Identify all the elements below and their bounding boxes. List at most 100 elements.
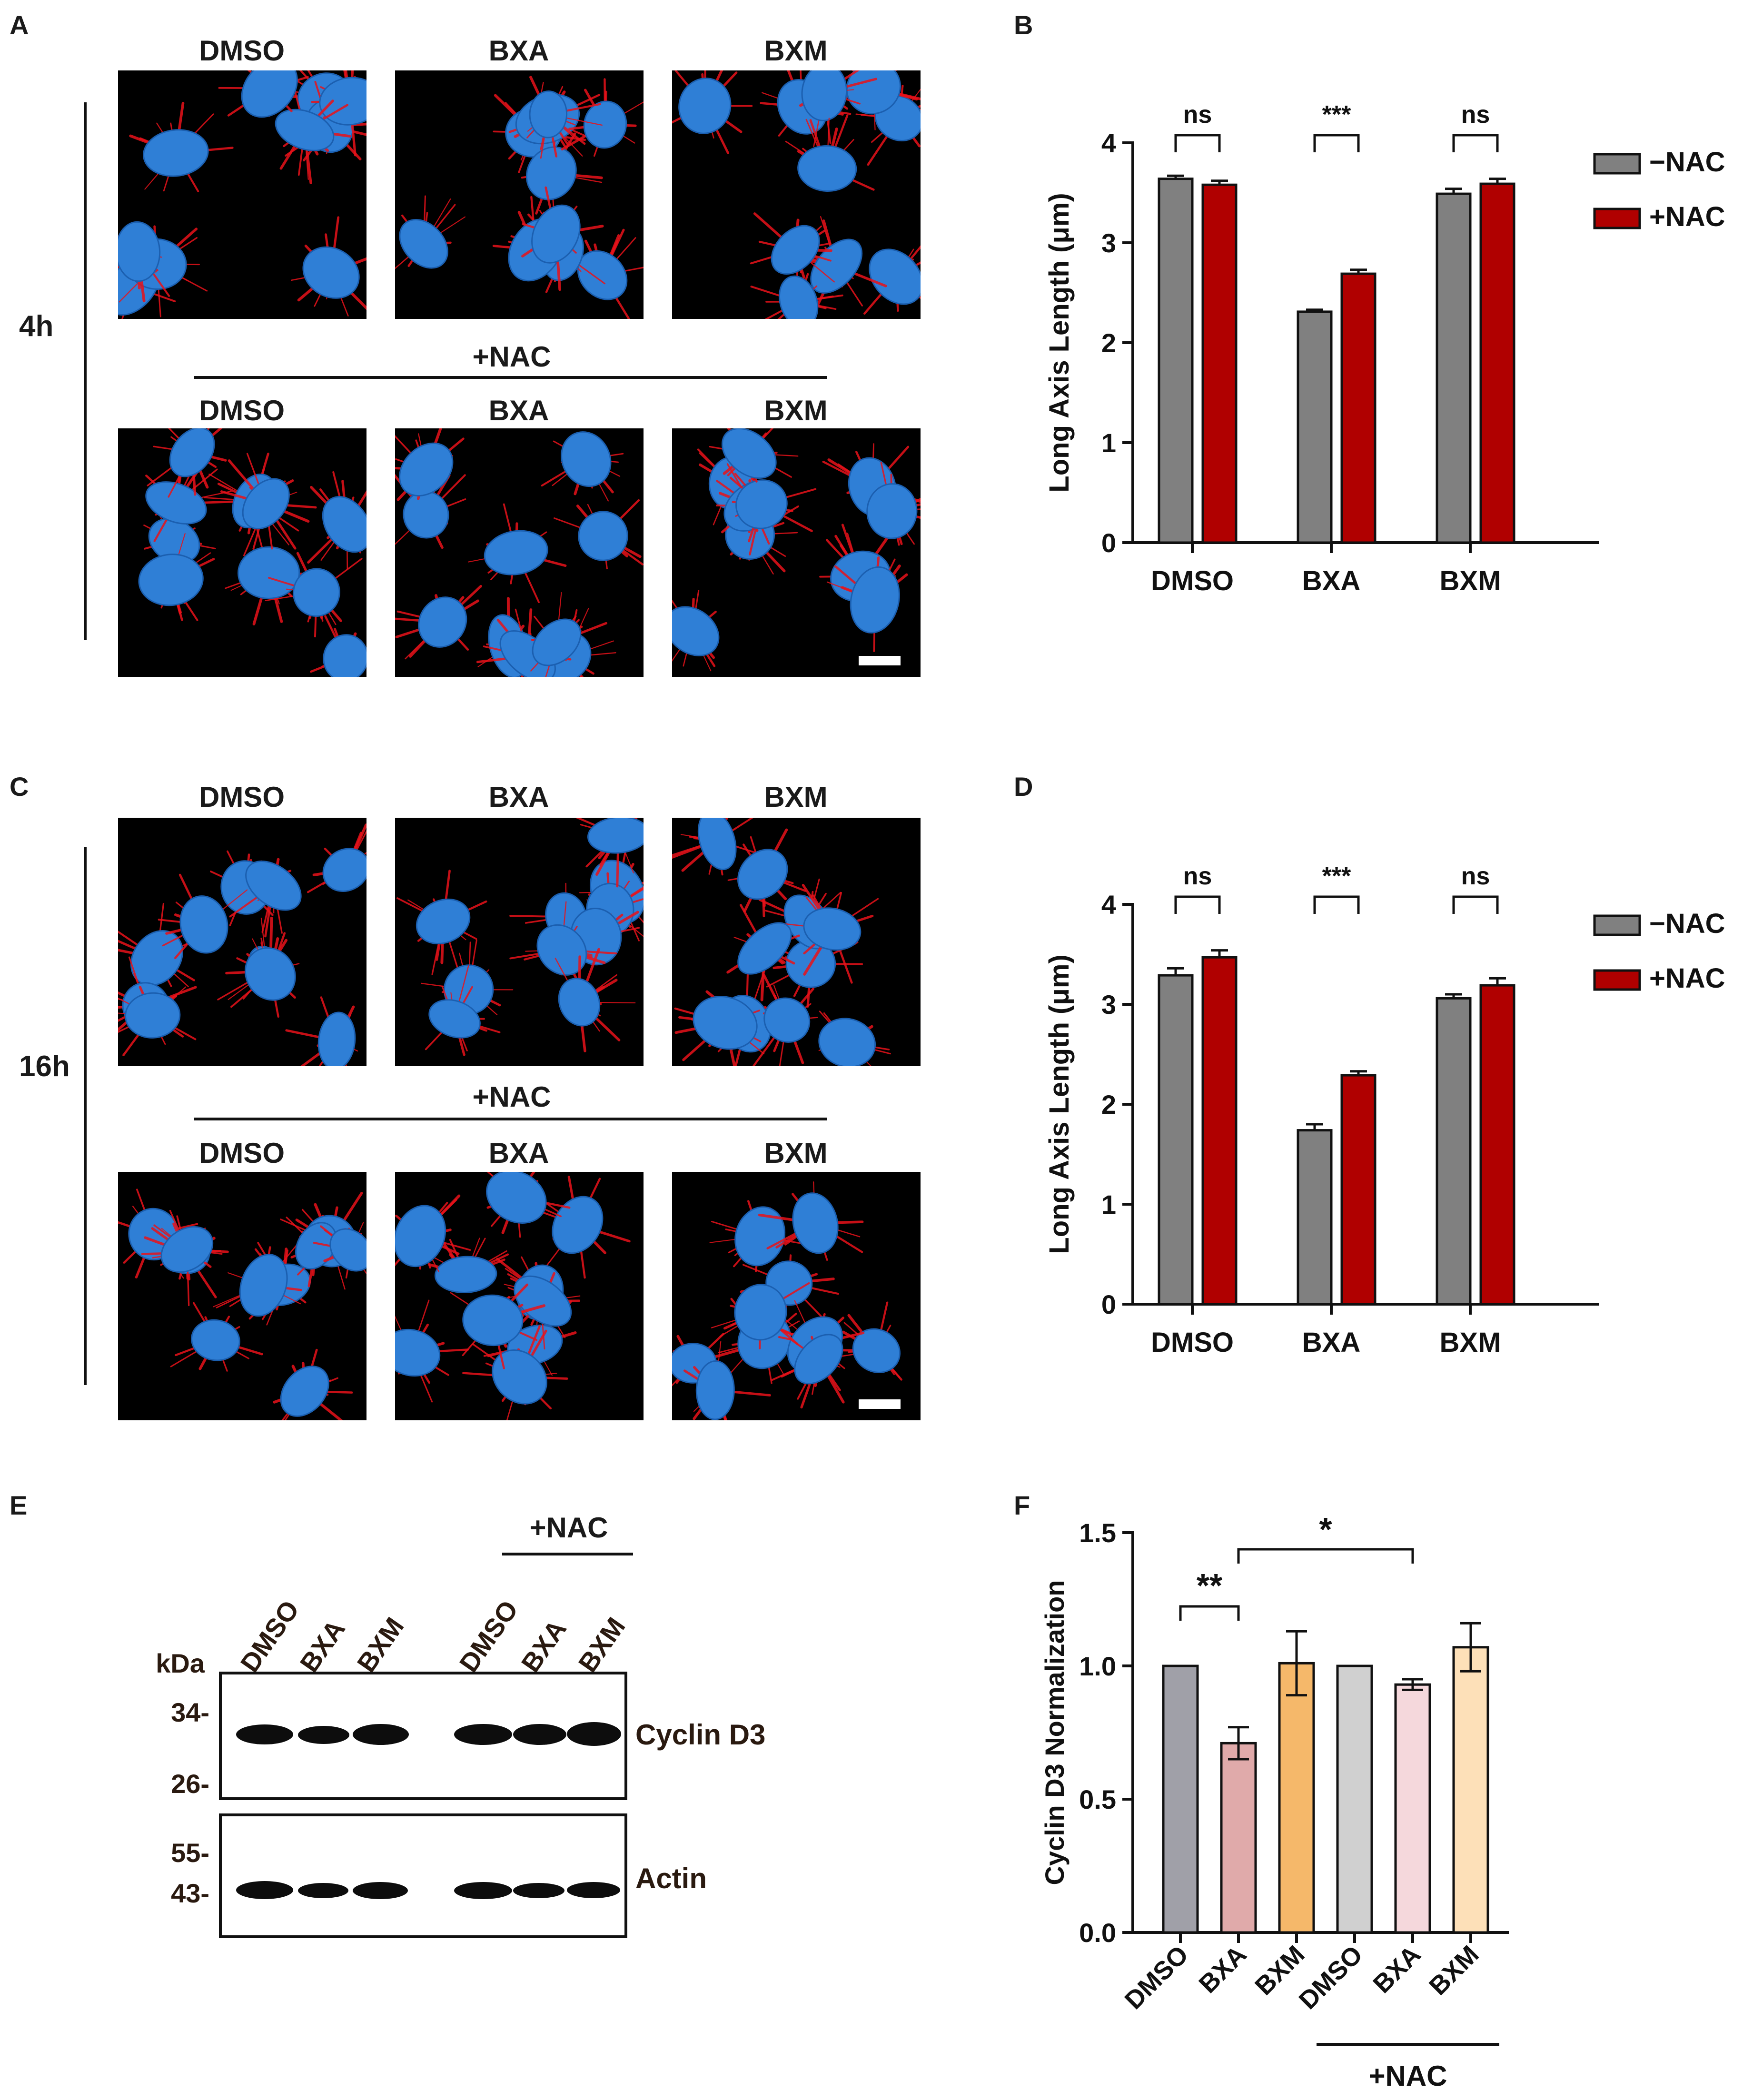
bar-b-bxm-0 <box>1436 192 1472 544</box>
significance-label: *** <box>1322 862 1351 890</box>
y-tick-label: 2 <box>1101 328 1116 358</box>
nucleus <box>280 1366 329 1417</box>
protein-cyclin-d3: Cyclin D3 <box>635 1719 766 1751</box>
nucleus <box>866 483 918 539</box>
y-tick-label: 1 <box>1101 1189 1116 1219</box>
micrograph-c-nac-bxm <box>672 1172 921 1420</box>
blot-cyclin-d3 <box>219 1672 627 1800</box>
x-tick-label: DMSO <box>1119 1940 1194 2015</box>
bar-f-2 <box>1278 1662 1315 1934</box>
y-axis-label: Cyclin D3 Normalization <box>1040 1580 1070 1885</box>
label-a-top-2: BXM <box>764 35 828 67</box>
micrograph-c-bxm <box>672 818 921 1066</box>
lane-label-0: DMSO <box>234 1595 305 1678</box>
label-c-bottom-0: DMSO <box>199 1137 285 1169</box>
y-tick-label: 0 <box>1101 1289 1116 1319</box>
x-tick-label: DMSO <box>1151 1327 1234 1358</box>
nac-line-e <box>502 1553 633 1555</box>
nucleus <box>695 1360 735 1420</box>
lane-label-4: BXA <box>515 1614 572 1678</box>
nucleus <box>245 861 302 911</box>
nucleus <box>241 70 298 118</box>
y-axis-label: Long Axis Length (μm) <box>1044 954 1075 1254</box>
nucleus <box>792 1192 839 1254</box>
y-tick-label: 1.5 <box>1079 1518 1116 1548</box>
y-tick-label: 2 <box>1101 1090 1116 1119</box>
band-cyclin-5 <box>513 1724 566 1745</box>
x-tick-label: BXM <box>1440 565 1501 596</box>
label-a-bottom-2: BXM <box>764 395 828 426</box>
significance-bracket <box>1313 895 1360 914</box>
nucleus <box>118 221 161 282</box>
micrograph-c-nac-bxa <box>395 1172 644 1420</box>
nucleus <box>697 818 737 871</box>
x-tick-label: BXM <box>1440 1327 1501 1358</box>
nucleus <box>737 922 792 975</box>
nucleus <box>169 428 215 477</box>
panel-letter-a: A <box>10 10 29 40</box>
band-cyclin-6 <box>567 1722 621 1746</box>
nucleus <box>578 511 628 561</box>
micrograph-cells <box>118 1189 366 1420</box>
nucleus <box>532 618 582 666</box>
lane-label-3: DMSO <box>453 1595 524 1678</box>
bar-d-bxm-1 <box>1479 984 1515 1306</box>
label-c-top-1: BXA <box>488 781 549 813</box>
nucleus <box>678 78 732 134</box>
scale-bar-a <box>859 656 901 665</box>
mw-43: 43- <box>171 1878 209 1908</box>
bar-d-bxa-0 <box>1297 1129 1333 1306</box>
y-tick-label: 4 <box>1101 128 1116 158</box>
nucleus <box>583 100 627 149</box>
nucleus <box>852 1328 901 1373</box>
band-actin-1 <box>236 1881 293 1899</box>
panel-letter-d: D <box>1014 772 1033 802</box>
nucleus <box>577 250 628 300</box>
micrograph-c-nac-dmso <box>118 1172 366 1420</box>
nucleus <box>145 481 207 525</box>
significance-label: ** <box>1197 1567 1223 1604</box>
micrograph-cells <box>118 70 366 319</box>
nucleus <box>416 898 471 945</box>
nucleus <box>484 530 548 575</box>
bar-b-dmso-0 <box>1158 178 1194 544</box>
bar-b-bxa-0 <box>1297 310 1333 544</box>
label-a-bottom-0: DMSO <box>199 395 285 426</box>
nac-line-a <box>194 376 827 379</box>
nucleus <box>531 204 581 264</box>
y-tick-label: 0.5 <box>1079 1784 1116 1814</box>
significance-label: ns <box>1183 101 1212 129</box>
nucleus <box>428 999 481 1039</box>
nucleus <box>275 109 335 151</box>
vertical-bracket-a <box>84 102 87 640</box>
nucleus <box>721 428 777 479</box>
label-c-bottom-2: BXM <box>764 1137 828 1169</box>
bar-d-dmso-0 <box>1158 974 1194 1306</box>
nac-group-label: +NAC <box>1368 2060 1447 2092</box>
nucleus <box>399 442 454 496</box>
nac-label-e: +NAC <box>529 1512 608 1544</box>
micrograph-a-nac-bxm <box>672 428 921 677</box>
nucleus <box>561 431 612 487</box>
band-cyclin-2 <box>298 1726 349 1744</box>
bar-d-bxm-0 <box>1436 997 1472 1306</box>
significance-bracket <box>1313 134 1360 152</box>
label-c-top-0: DMSO <box>199 781 285 813</box>
micrograph-a-nac-bxa <box>395 428 644 677</box>
mw-34: 34- <box>171 1697 209 1727</box>
mw-55: 55- <box>171 1838 209 1868</box>
nucleus <box>737 849 788 900</box>
bar-f-3 <box>1336 1664 1373 1934</box>
micrograph-cells <box>672 70 921 319</box>
x-tick-label: BXA <box>1193 1940 1252 1999</box>
nucleus <box>486 1172 547 1224</box>
nucleus <box>779 275 819 319</box>
nucleus <box>399 219 448 269</box>
nucleus <box>818 1018 876 1066</box>
micrograph-cells <box>395 428 644 677</box>
band-actin-6 <box>567 1882 620 1898</box>
lane-label-2: BXM <box>351 1612 410 1678</box>
micrograph-a-dmso <box>118 70 366 319</box>
nucleus <box>734 1284 787 1341</box>
nac-label-c: +NAC <box>472 1081 551 1113</box>
